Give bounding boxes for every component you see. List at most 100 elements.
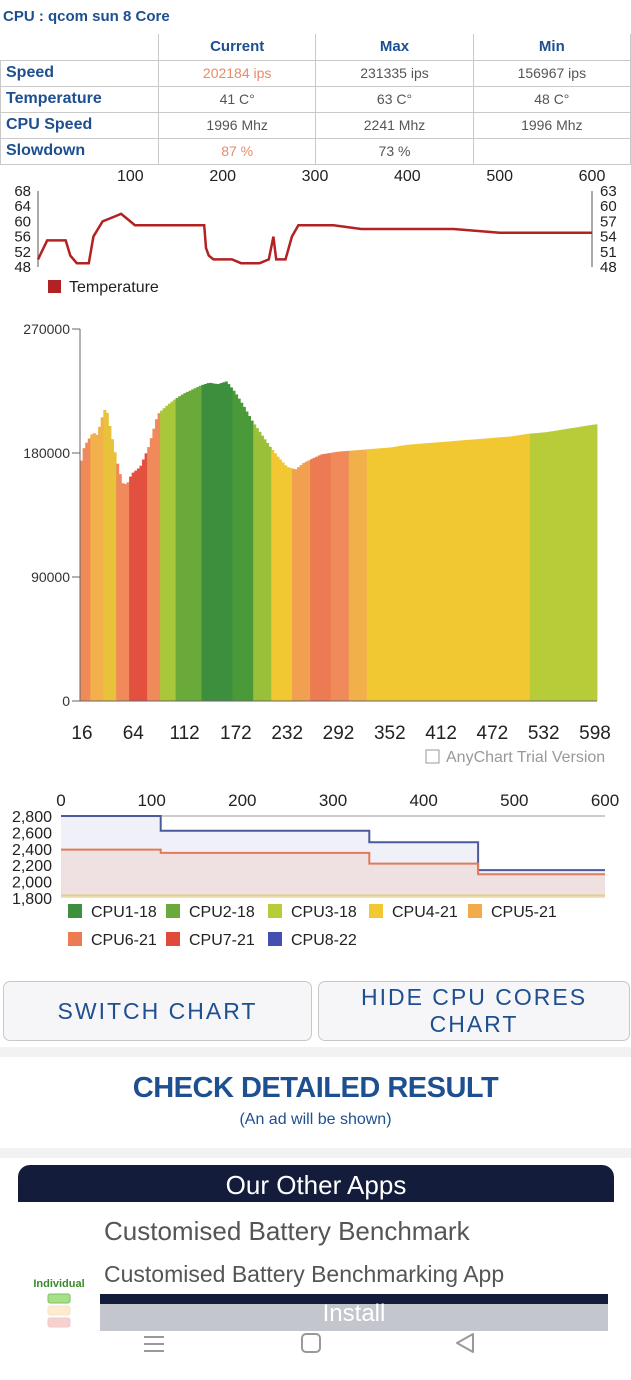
temp-y-tick-right: 54	[600, 229, 617, 246]
cell-max: 2241 Mhz	[315, 111, 474, 139]
speed-bar	[271, 450, 275, 701]
system-nav-bar	[0, 1304, 631, 1380]
speed-bar	[454, 440, 458, 701]
speed-x-tick: 16	[71, 723, 92, 744]
speed-y-tick: 270000	[23, 321, 70, 337]
speed-bar	[527, 433, 531, 701]
speed-bar	[113, 452, 117, 701]
speed-bar	[87, 438, 91, 701]
ad-app-title[interactable]: Customised Battery Benchmark	[104, 1216, 470, 1246]
speed-bar	[441, 441, 445, 701]
back-icon[interactable]	[454, 1332, 476, 1354]
temp-y-tick: 48	[14, 259, 31, 276]
hide-cpu-cores-button[interactable]: HIDE CPU CORES CHART	[318, 981, 630, 1041]
temp-y-tick-right: 51	[600, 244, 617, 261]
speed-bar	[475, 439, 479, 701]
speed-bar	[377, 448, 381, 701]
speed-bar	[467, 439, 471, 701]
speed-bar	[398, 446, 401, 701]
speed-bar	[294, 469, 298, 701]
cell-current: 87 %	[157, 137, 317, 165]
speed-bar	[426, 443, 430, 701]
cell-max: 63 C°	[315, 85, 474, 113]
speed-bar	[553, 430, 557, 701]
speed-bar	[183, 393, 187, 701]
speed-bar	[436, 442, 440, 701]
speed-bar	[439, 442, 443, 701]
speed-bar	[237, 398, 241, 701]
freq-y-tick: 2,000	[12, 875, 52, 892]
speed-bar	[372, 448, 376, 701]
temp-x-tick: 500	[486, 168, 513, 185]
speed-bar	[542, 432, 546, 701]
speed-bar	[193, 388, 197, 701]
speed-x-tick: 412	[425, 723, 457, 744]
legend-swatch-temperature	[48, 280, 61, 293]
speed-bar	[273, 453, 277, 701]
cell-max: 73 %	[315, 137, 474, 165]
temp-x-tick: 300	[302, 168, 329, 185]
legend-label-cpu: CPU1-18	[91, 904, 157, 921]
check-detailed-result[interactable]: CHECK DETAILED RESULT (An ad will be sho…	[0, 1072, 631, 1129]
speed-bar	[586, 425, 590, 701]
speed-bar	[405, 444, 409, 701]
speed-x-tick: 352	[374, 723, 406, 744]
speed-bar	[496, 437, 500, 701]
speed-bar	[576, 427, 580, 701]
speed-bar	[276, 456, 280, 701]
freq-x-tick: 0	[56, 791, 65, 810]
speed-bar	[354, 450, 357, 701]
speed-bar	[232, 390, 236, 701]
speed-bar	[423, 443, 427, 701]
speed-bar	[366, 449, 370, 701]
speed-bar	[491, 437, 494, 701]
freq-line-current	[61, 848, 605, 876]
speed-bar	[560, 429, 564, 701]
speed-bar	[312, 457, 316, 701]
speed-bar	[524, 434, 528, 701]
table-row: Temperature 41 C° 63 C° 48 C°	[0, 85, 631, 113]
speed-bar	[395, 446, 399, 701]
home-icon[interactable]	[300, 1332, 322, 1354]
column-max: Max	[315, 34, 474, 61]
speed-chart: 270000 180000 90000 016 64 112 172 232 292 352 412…	[23, 321, 611, 766]
speed-bar	[95, 434, 99, 701]
speed-x-tick: 112	[169, 723, 199, 744]
speed-bar	[511, 436, 515, 701]
speed-bar	[449, 441, 453, 701]
speed-bar	[408, 444, 412, 701]
speed-bar	[328, 453, 332, 701]
speed-x-tick: 292	[323, 723, 355, 744]
speed-bar	[390, 447, 394, 701]
detail-title[interactable]: CHECK DETAILED RESULT	[132, 1072, 499, 1104]
speed-bar	[292, 468, 295, 701]
cell-min	[472, 137, 631, 165]
speed-bar	[266, 443, 270, 701]
speed-bar	[80, 460, 83, 701]
speed-bar	[361, 449, 365, 701]
speed-bar	[457, 440, 461, 701]
speed-bar	[537, 432, 541, 701]
legend-swatch-cpu	[268, 932, 282, 946]
menu-icon[interactable]	[142, 1334, 166, 1354]
speed-bar	[118, 474, 122, 701]
speed-bar	[255, 428, 259, 701]
speed-bar	[191, 389, 195, 701]
divider	[0, 1047, 631, 1057]
temp-y-tick: 60	[14, 213, 31, 230]
switch-chart-button[interactable]: SWITCH CHART	[3, 981, 312, 1041]
speed-bar	[379, 448, 383, 701]
cpu-frequency-chart: 0 100 200 300 400 500 600 2,8002,6002,4002,2002…	[12, 791, 619, 949]
speed-bar	[90, 434, 94, 701]
temp-x-tick: 600	[579, 168, 606, 185]
speed-y-tick: 90000	[31, 569, 70, 585]
speed-bar	[483, 438, 487, 701]
speed-bar	[310, 459, 314, 701]
speed-bar	[297, 467, 301, 701]
legend-swatch-cpu	[166, 932, 180, 946]
speed-bar	[217, 384, 220, 701]
speed-bar	[263, 439, 267, 701]
speed-bar	[180, 394, 184, 701]
speed-bar	[506, 436, 510, 701]
anychart-logo-icon	[425, 749, 440, 764]
